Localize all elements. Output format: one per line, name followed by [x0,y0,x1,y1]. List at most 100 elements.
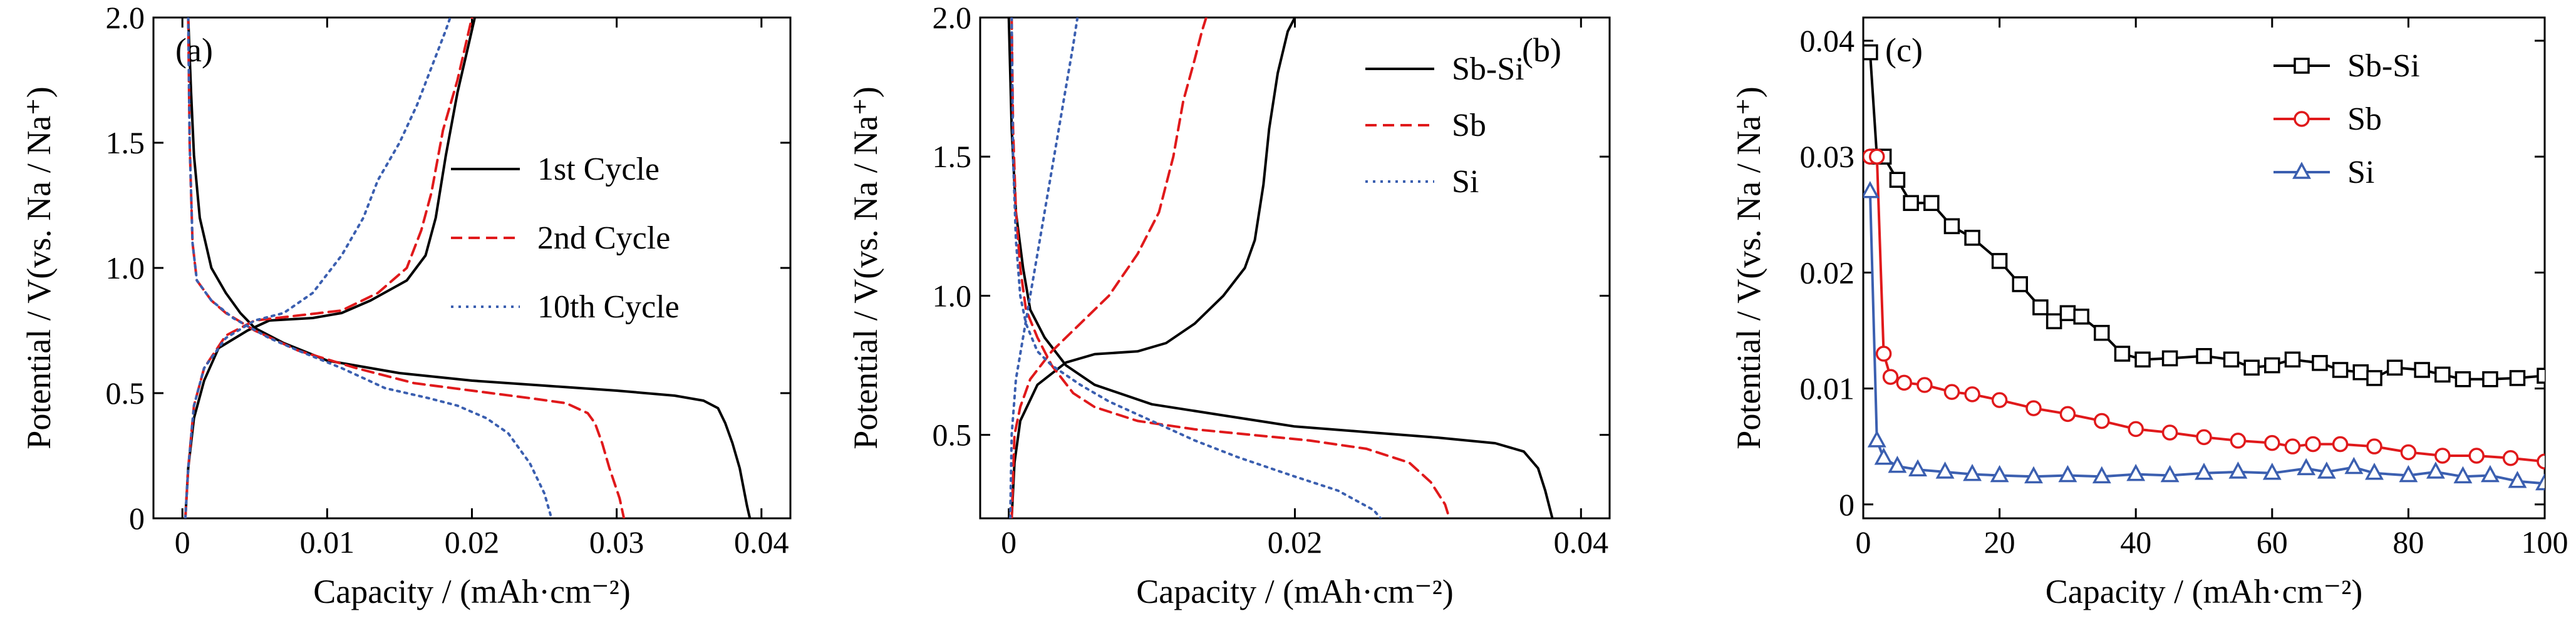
data-point-sb-si [1964,230,1980,246]
y-tick-label: 0.5 [933,418,972,453]
legend-label-sb: Sb [2347,101,2382,137]
y-tick-label: 0 [1839,487,1854,522]
data-point-sb-si [1991,253,2008,269]
data-point-sb-si [2196,347,2212,364]
data-point-sb-si [2332,362,2349,378]
data-point-si [1888,456,1907,473]
data-point-sb-si [2134,351,2151,368]
data-point-sb [2332,436,2349,453]
legend-marker-si [2292,162,2311,179]
data-point-si [2024,466,2043,484]
series-charge-curve-10th-cycle [184,18,452,518]
x-tick-label: 0.03 [589,525,644,560]
data-point-sb [1896,374,1913,391]
data-point-sb [2161,424,2178,441]
data-point-sb [2094,413,2110,429]
data-point-si [1963,463,1982,481]
data-point-sb-si [2509,370,2526,386]
data-point-sb [1943,384,1960,400]
data-point-sb-si [2223,351,2240,368]
series-charge-curve-1st-cycle [184,18,477,518]
data-point-sb-si [2454,371,2471,387]
data-point-sb-si [2352,364,2369,381]
x-tick-label: 0.04 [1554,525,1609,560]
plot-area [184,18,752,518]
legend-label-2nd-cycle: 2nd Cycle [537,220,670,256]
data-point-sb [2400,444,2417,461]
data-point-sb-si [2094,324,2110,341]
data-point-sb [1964,386,1980,403]
data-point-sb-si [2032,299,2049,316]
panel-label: (a) [175,31,213,69]
data-point-sb-si [1943,218,1960,235]
data-point-si [1990,464,2009,483]
data-point-sb-si [2114,346,2131,362]
data-point-si [2399,464,2418,483]
y-tick-label: 0 [129,501,145,536]
series-discharge-curve-sb [1010,18,1451,518]
data-point-sb [1882,369,1899,385]
plot-frame [979,16,1611,520]
data-point-si [2092,466,2111,484]
data-point-sb [2305,436,2321,453]
y-tick-label: 0.01 [1800,371,1855,406]
plot-frame [152,16,792,520]
data-point-sb-si [2537,367,2545,384]
data-point-sb-si [1889,172,1906,188]
data-point-si [1863,181,1880,198]
data-point-sb-si [1863,44,1878,61]
y-tick-label: 1.0 [933,278,972,313]
x-tick-label: 40 [2120,525,2151,560]
data-point-si [2426,461,2445,479]
legend-label-si: Si [1452,164,1479,200]
x-axis-label: Capacity / (mAh·cm⁻²) [1136,573,1454,610]
y-tick-label: 1.5 [106,125,145,160]
data-point-si [2453,466,2473,484]
data-point-sb-si [2012,276,2028,292]
y-tick-label: 0.03 [1800,139,1855,174]
plot-area [1007,18,1554,518]
data-point-si [2535,473,2545,491]
series-charge-curve-si [1009,18,1079,518]
panel-label: (c) [1885,31,1923,69]
x-tick-label: 100 [2522,525,2568,560]
series-charge-curve-2nd-cycle [184,18,473,518]
data-point-sb [1869,148,1885,165]
data-point-sb-si [2059,305,2076,321]
legend-label-1st-cycle: 1st Cycle [537,151,660,187]
x-tick-label: 60 [2257,525,2288,560]
data-point-si [2508,471,2527,488]
y-tick-label: 0.02 [1800,255,1855,290]
panel-c: 0 20 40 60 80 100 0 0.01 0.02 0.03 0.04 Capacity / … [1730,16,2568,610]
series-discharge-curve-sb-si [1007,18,1554,518]
x-tick-label: 0.01 [300,525,355,560]
data-point-si [2058,464,2077,483]
data-point-sb [2468,448,2485,464]
data-point-sb-si [2284,351,2301,368]
data-point-si [2160,464,2180,483]
x-tick-label: 0 [1856,525,1871,560]
data-point-sb-si [1923,195,1940,212]
legend-label-si: Si [2347,155,2374,190]
data-point-sb-si [1903,195,1919,212]
legend-label-sb-si: Sb-Si [2347,48,2420,84]
series-charge-curve-sb [1010,18,1208,518]
series-line-sb-si [1868,51,2545,381]
series-charge-curve-sb-si [1010,18,1296,518]
data-point-si [1874,448,1893,465]
x-tick-label: 0.04 [734,525,789,560]
data-point-sb-si [2386,359,2403,376]
data-point-sb [2128,421,2144,438]
series-discharge-curve-si [1010,18,1382,518]
data-point-si [2344,456,2364,475]
y-tick-label: 1.0 [106,250,145,285]
data-point-sb [2537,453,2545,470]
data-point-sb-si [2073,309,2089,325]
panel-a: 0 0.01 0.02 0.03 0.04 0 0.5 1.0 1.5 2.0 Capacity /… [20,0,792,610]
x-tick-label: 80 [2392,525,2424,560]
x-axis-label: Capacity / (mAh·cm⁻²) [313,573,631,610]
legend-label-sb-si: Sb-Si [1452,51,1524,87]
data-point-sb-si [2366,370,2382,386]
data-point-si [2262,463,2282,480]
